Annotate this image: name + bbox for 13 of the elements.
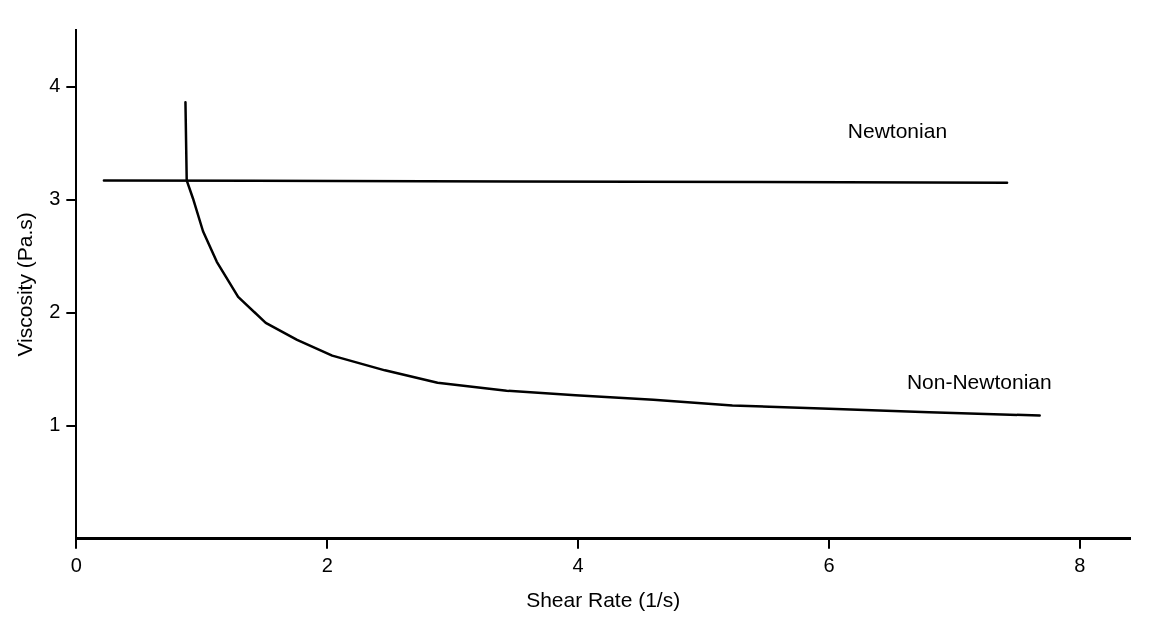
x-tick-label: 6 [823, 554, 835, 577]
x-tick-label: 0 [70, 554, 82, 577]
y-axis-title: Viscosity (Pa.s) [13, 212, 37, 357]
y-tick-label: 3 [49, 187, 61, 210]
y-tick-label: 4 [49, 74, 61, 97]
x-tick-label: 4 [572, 554, 584, 577]
series-label: Non-Newtonian [906, 369, 1052, 393]
x-tick-label: 8 [1074, 554, 1086, 577]
y-tick-label: 1 [49, 413, 61, 436]
series-label: Newtonian [847, 118, 948, 142]
x-axis-title: Shear Rate (1/s) [526, 588, 681, 612]
x-tick-label: 2 [321, 554, 333, 577]
y-tick-label: 2 [49, 300, 61, 323]
